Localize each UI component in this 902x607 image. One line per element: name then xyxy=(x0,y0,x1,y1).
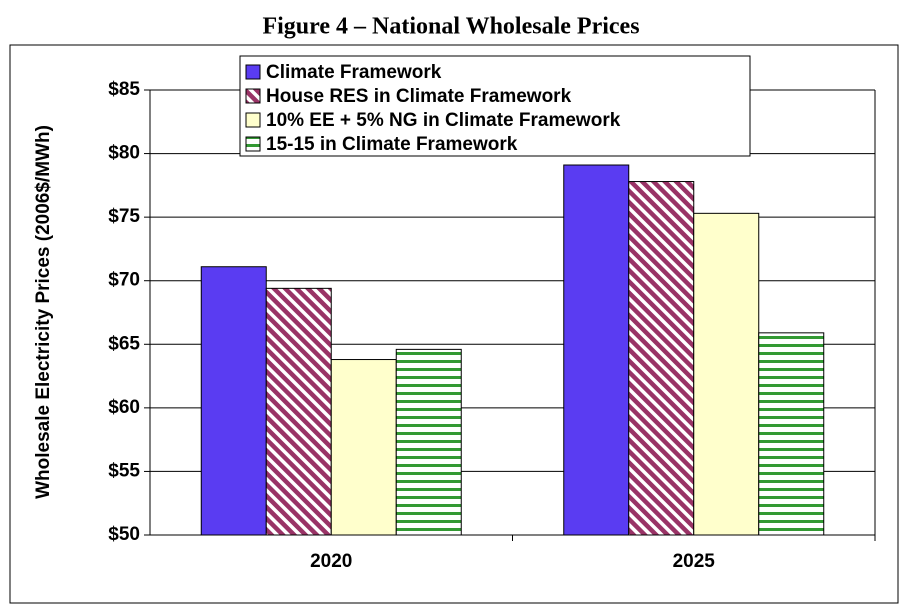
y-tick-label: $60 xyxy=(108,397,140,418)
x-tick-label: 2025 xyxy=(673,551,716,572)
y-tick-label: $50 xyxy=(108,524,140,545)
bar xyxy=(758,332,825,536)
bar xyxy=(200,266,267,536)
legend-swatch xyxy=(245,88,261,104)
legend-box xyxy=(239,55,751,157)
legend-swatch xyxy=(245,136,261,152)
bar xyxy=(628,181,695,536)
bar xyxy=(265,287,332,536)
y-tick-label: $75 xyxy=(108,206,140,227)
legend-label: 10% EE + 5% NG in Climate Framework xyxy=(266,110,621,131)
bar xyxy=(563,164,630,536)
y-tick-label: $55 xyxy=(108,460,140,481)
legend-swatch xyxy=(245,64,261,80)
x-tick-label: 2020 xyxy=(310,551,352,572)
legend-label: House RES in Climate Framework xyxy=(266,86,572,107)
legend-swatch xyxy=(245,112,261,128)
legend-label: Climate Framework xyxy=(266,62,442,83)
bar xyxy=(693,212,760,536)
chart-border xyxy=(9,44,899,604)
y-axis-label: Wholesale Electricity Prices (2006$/MWh) xyxy=(33,125,54,499)
chart-title: Figure 4 – National Wholesale Prices xyxy=(262,14,639,40)
legend-label: 15-15 in Climate Framework xyxy=(266,134,518,155)
y-tick-label: $65 xyxy=(108,333,140,354)
y-tick-label: $80 xyxy=(108,143,140,164)
y-tick-label: $70 xyxy=(108,270,140,291)
bar xyxy=(395,348,462,536)
y-tick-label: $85 xyxy=(108,79,140,100)
bar xyxy=(330,359,397,536)
